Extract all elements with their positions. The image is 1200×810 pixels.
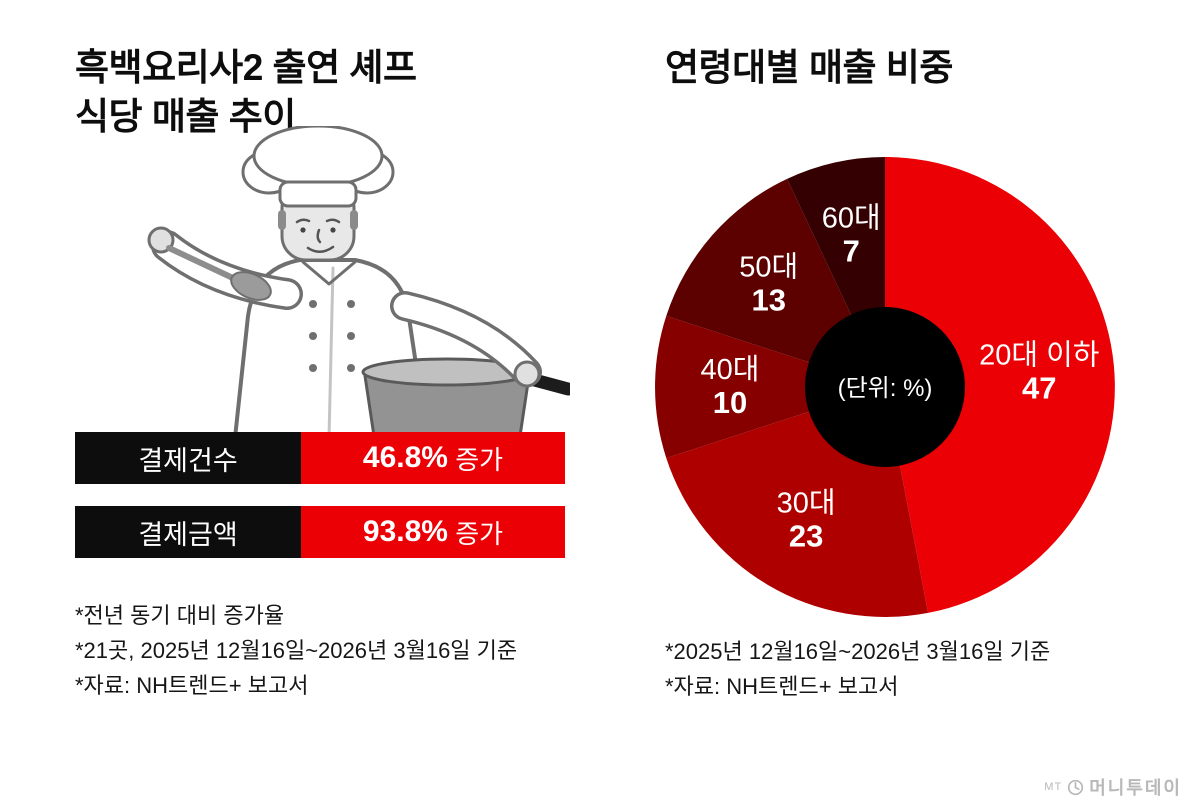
left-footnotes: *전년 동기 대비 증가율 *21곳, 2025년 12월16일~2026년 3…	[75, 598, 517, 703]
chef-illustration	[147, 126, 570, 438]
pie-slice-label: 50대 13	[739, 251, 798, 318]
moneytoday-logo: MT 머니투데이	[1044, 774, 1182, 800]
metric-suffix: 증가	[448, 518, 504, 549]
table-row: 결제금액 93.8% 증가	[75, 506, 565, 558]
metric-percent: 93.8%	[362, 515, 448, 548]
donut-hole	[805, 307, 965, 467]
left-title-line2: 식당 매출 추이	[75, 95, 296, 137]
sales-increase-table: 결제건수 46.8% 증가 결제금액 93.8% 증가	[75, 432, 565, 580]
metric-value: 46.8% 증가	[301, 432, 565, 484]
spoon-icon	[166, 245, 272, 301]
left-title-line1: 흑백요리사2 출연 셰프	[75, 47, 417, 88]
metric-suffix: 증가	[448, 444, 504, 475]
footnote: *전년 동기 대비 증가율	[75, 603, 285, 628]
right-footnotes: *2025년 12월16일~2026년 3월16일 기준 *자료: NH트렌드+…	[665, 634, 1050, 704]
pie-slice-label: 60대 7	[822, 202, 881, 269]
right-chart-title: 연령대별 매출 비중	[665, 47, 953, 88]
pie-unit-label: (단위: %)	[838, 375, 933, 402]
pie-slice-20대-이하	[885, 157, 1115, 613]
logo-name-text: 머니투데이	[1089, 778, 1182, 798]
metric-value: 93.8% 증가	[301, 506, 565, 558]
footnote: *2025년 12월16일~2026년 3월16일 기준	[665, 639, 1051, 664]
footnote: *자료: NH트렌드+ 보고서	[75, 673, 309, 698]
table-row: 결제건수 46.8% 증가	[75, 432, 565, 484]
moneytoday-clock-icon	[1068, 779, 1084, 795]
footnote: *21곳, 2025년 12월16일~2026년 3월16일 기준	[75, 638, 518, 663]
pie-slice-label: 40대 10	[701, 353, 760, 420]
age-share-pie-chart: 20대 이하 47 30대 23 40대 10 50대 13 60대 7 (단위: %)	[650, 152, 1120, 627]
pie-svg: 20대 이하 47 30대 23 40대 10 50대 13 60대 7 (단위: %)	[655, 157, 1115, 617]
metric-label: 결제건수	[75, 432, 301, 484]
pie-slice-40대	[655, 315, 885, 459]
metric-percent: 46.8%	[362, 441, 448, 474]
pot-arm	[390, 291, 542, 388]
pie-slice-label: 30대 23	[777, 486, 836, 553]
chef-hat	[241, 126, 395, 208]
logo-mt-text: MT	[1044, 781, 1063, 793]
spoon-arm	[147, 226, 303, 310]
pie-slice-label: 20대 이하 47	[979, 338, 1099, 405]
metric-label: 결제금액	[75, 506, 301, 558]
left-chart-title: 흑백요리사2 출연 셰프 식당 매출 추이	[75, 44, 417, 142]
footnote: *자료: NH트렌드+ 보고서	[665, 674, 899, 699]
